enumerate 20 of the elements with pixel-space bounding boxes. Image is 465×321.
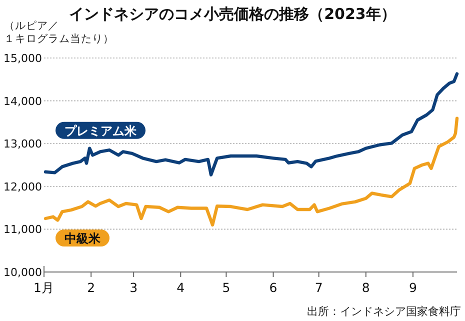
series-label: 中級米 (64, 232, 102, 246)
x-tick-label: 1月 (34, 280, 54, 295)
y-tick-label: 11,000 (4, 223, 42, 236)
y-tick-label: 12,000 (4, 180, 42, 194)
x-tick-label: 6 (269, 280, 278, 295)
text: 出所：インドネシア国家食料庁 (307, 305, 461, 318)
x-tick-label: 4 (176, 280, 185, 295)
chart-title: インドネシアのコメ小売価格の推移（2023年） (69, 5, 396, 23)
x-tick-label: 2 (87, 280, 96, 295)
x-tick-label: 8 (362, 280, 370, 295)
x-tick-label: 9 (408, 280, 417, 295)
y-tick-label: 13,000 (4, 138, 42, 151)
x-tick-label: 3 (130, 280, 138, 295)
y-axis-title: （ルピア／１キログラム当たり） (4, 20, 114, 45)
x-tick-label: 7 (314, 280, 323, 295)
series-label: プレミアム米 (64, 124, 138, 138)
y-tick-label: 14,000 (4, 94, 42, 108)
y-tick-label: 15,000 (4, 52, 42, 65)
x-tick-label: 5 (222, 280, 230, 295)
y-tick-label: 10,000 (4, 266, 42, 279)
